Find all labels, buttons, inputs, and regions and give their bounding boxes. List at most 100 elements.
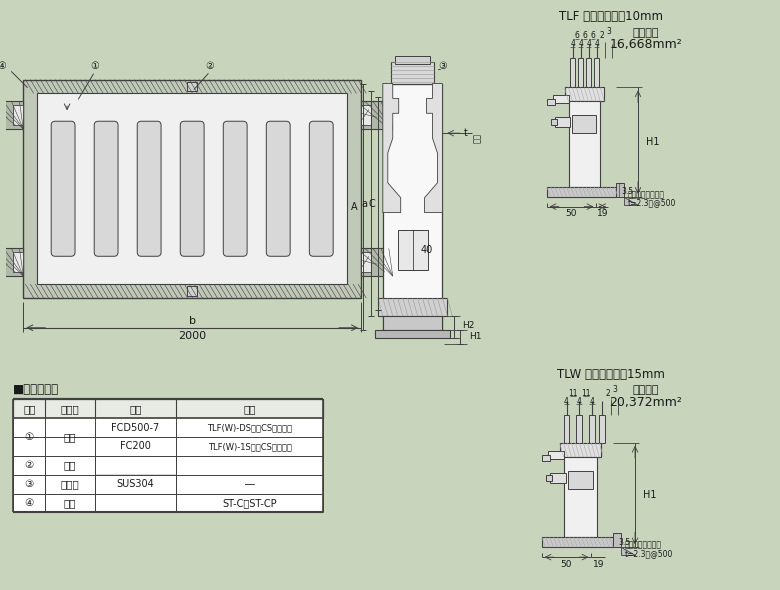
Text: TLW 目地ピッチ：15mm: TLW 目地ピッチ：15mm bbox=[557, 368, 665, 381]
Text: ②: ② bbox=[206, 61, 215, 71]
Text: C: C bbox=[368, 199, 375, 209]
Text: ―: ― bbox=[245, 479, 254, 489]
Text: 本体: 本体 bbox=[64, 432, 76, 442]
Bar bbox=[587, 58, 591, 87]
Bar bbox=[23, 80, 361, 298]
Text: 19: 19 bbox=[597, 209, 608, 218]
FancyBboxPatch shape bbox=[310, 121, 333, 256]
Text: 材質: 材質 bbox=[129, 404, 142, 414]
Text: t=2.3　@500: t=2.3 @500 bbox=[625, 549, 673, 558]
Circle shape bbox=[405, 242, 420, 258]
Text: 2: 2 bbox=[606, 389, 611, 398]
FancyBboxPatch shape bbox=[94, 121, 118, 256]
Text: H1: H1 bbox=[470, 332, 482, 341]
Bar bbox=[13, 456, 323, 475]
Text: 4: 4 bbox=[579, 40, 583, 48]
Bar bbox=[361, 106, 371, 125]
Text: 3: 3 bbox=[613, 385, 618, 394]
Bar bbox=[0, 101, 23, 129]
Polygon shape bbox=[424, 84, 442, 212]
Bar bbox=[37, 93, 347, 284]
Bar bbox=[613, 533, 621, 547]
Bar bbox=[546, 475, 551, 481]
Text: 備考: 備考 bbox=[243, 404, 256, 414]
Bar bbox=[383, 84, 442, 330]
FancyBboxPatch shape bbox=[180, 121, 204, 256]
Bar bbox=[13, 399, 323, 418]
Bar bbox=[13, 418, 323, 437]
Text: ST-C・ST-CP: ST-C・ST-CP bbox=[222, 498, 277, 508]
Bar bbox=[96, 474, 176, 513]
Text: 16,668mm²: 16,668mm² bbox=[610, 38, 682, 51]
Text: アンカー（錆製）: アンカー（錆製） bbox=[628, 190, 665, 199]
Text: ②: ② bbox=[25, 460, 34, 470]
Text: ④: ④ bbox=[25, 498, 34, 508]
Text: FCD500-7: FCD500-7 bbox=[112, 422, 160, 432]
Text: 50: 50 bbox=[561, 559, 573, 569]
Text: 6: 6 bbox=[575, 31, 580, 40]
FancyBboxPatch shape bbox=[137, 121, 161, 256]
Text: 3.5: 3.5 bbox=[619, 537, 630, 547]
Text: 4: 4 bbox=[577, 396, 582, 406]
Text: A: A bbox=[351, 202, 358, 212]
FancyBboxPatch shape bbox=[266, 121, 290, 256]
Text: 4: 4 bbox=[564, 396, 569, 406]
Bar bbox=[398, 231, 427, 270]
Bar bbox=[187, 286, 197, 296]
Text: 6: 6 bbox=[590, 31, 595, 40]
Text: SUS304: SUS304 bbox=[117, 479, 154, 489]
Bar bbox=[555, 117, 570, 127]
Polygon shape bbox=[383, 84, 401, 212]
Bar bbox=[548, 451, 563, 459]
Text: ③: ③ bbox=[438, 61, 447, 71]
Text: FC200: FC200 bbox=[120, 441, 151, 451]
Bar bbox=[13, 253, 23, 272]
Text: 目地: 目地 bbox=[64, 460, 76, 470]
Bar bbox=[599, 415, 605, 443]
Text: ナット: ナット bbox=[61, 479, 80, 489]
Text: 20,372mm²: 20,372mm² bbox=[609, 396, 682, 409]
Text: ①: ① bbox=[90, 61, 99, 71]
Polygon shape bbox=[621, 547, 635, 555]
Bar bbox=[187, 81, 197, 91]
Circle shape bbox=[579, 118, 590, 130]
Bar bbox=[559, 443, 601, 457]
Text: 溝幅: 溝幅 bbox=[473, 133, 482, 143]
Text: 11: 11 bbox=[568, 389, 578, 398]
Bar bbox=[552, 96, 569, 103]
Bar bbox=[616, 183, 624, 196]
Text: b: b bbox=[189, 316, 196, 326]
Bar bbox=[551, 119, 557, 125]
Bar bbox=[0, 248, 23, 276]
Text: 2000: 2000 bbox=[178, 331, 206, 340]
Bar bbox=[576, 415, 583, 443]
Text: 4: 4 bbox=[590, 396, 595, 406]
Text: 11: 11 bbox=[581, 389, 590, 398]
Bar bbox=[568, 471, 594, 489]
Text: H1: H1 bbox=[646, 137, 659, 147]
Bar bbox=[383, 316, 442, 330]
Bar bbox=[569, 101, 601, 187]
Text: 3.5: 3.5 bbox=[621, 187, 633, 196]
Text: 4: 4 bbox=[570, 40, 576, 48]
Bar bbox=[378, 298, 448, 316]
Bar bbox=[361, 248, 393, 276]
Bar bbox=[13, 475, 323, 494]
Text: 4: 4 bbox=[594, 40, 599, 48]
Text: 40: 40 bbox=[420, 245, 433, 255]
Bar bbox=[13, 494, 323, 513]
Bar bbox=[361, 253, 371, 272]
Text: a: a bbox=[361, 199, 367, 209]
Text: ④: ④ bbox=[0, 61, 6, 71]
Text: 3: 3 bbox=[607, 27, 612, 37]
Polygon shape bbox=[624, 196, 638, 205]
Bar bbox=[375, 330, 450, 337]
Bar bbox=[563, 415, 569, 443]
Text: ③: ③ bbox=[25, 479, 34, 489]
Text: t: t bbox=[464, 128, 468, 138]
Bar bbox=[547, 187, 616, 196]
Bar bbox=[573, 115, 596, 133]
Bar bbox=[13, 106, 23, 125]
Text: 50: 50 bbox=[566, 209, 577, 218]
Bar bbox=[594, 58, 599, 87]
